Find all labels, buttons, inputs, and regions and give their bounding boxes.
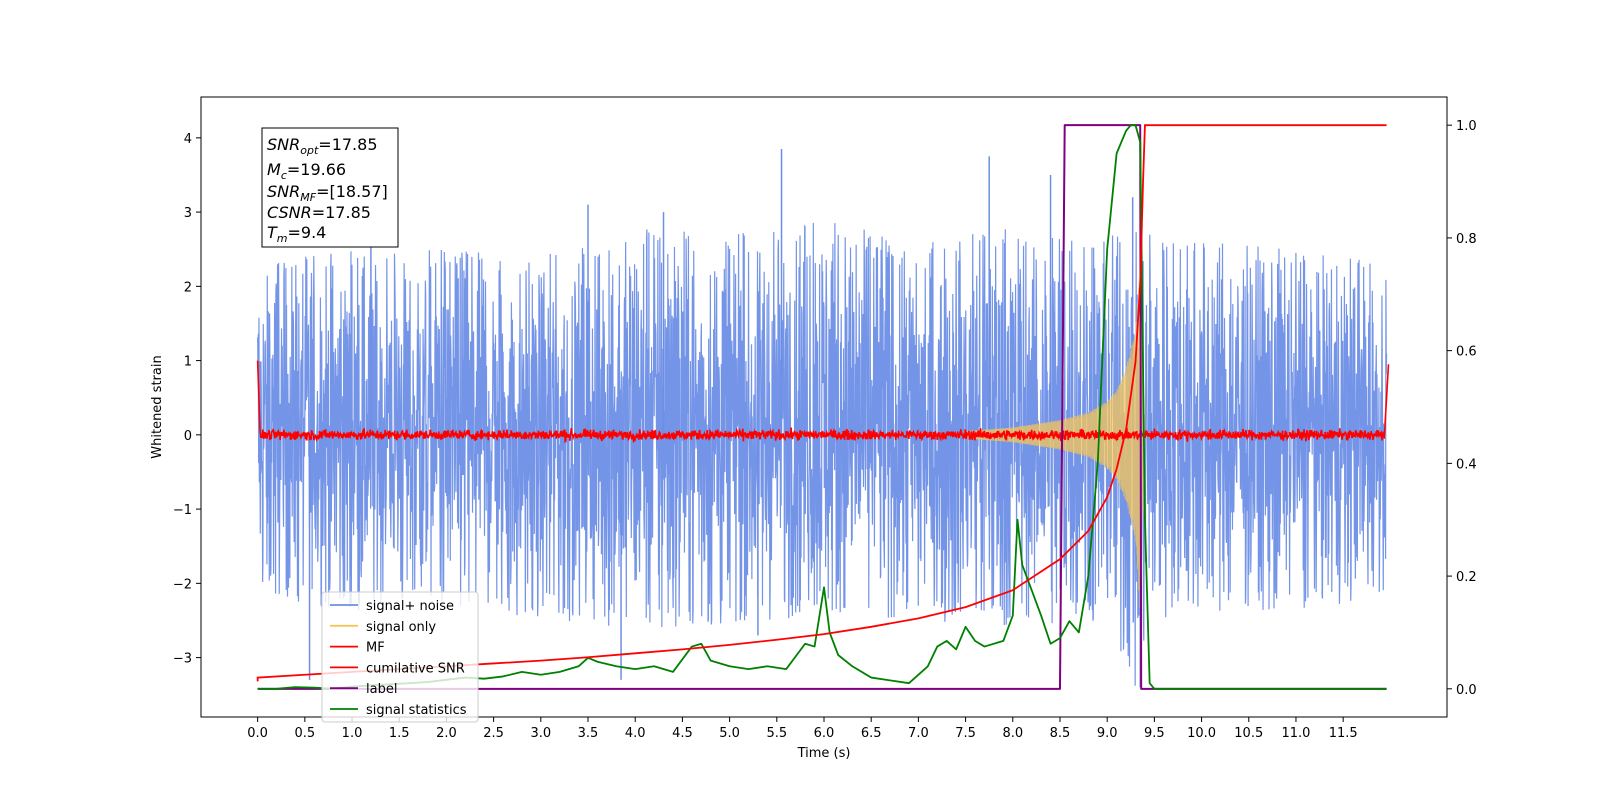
y-tick-label: 2 bbox=[184, 280, 192, 295]
legend-label: cumilative SNR bbox=[366, 661, 465, 676]
legend-label: signal+ noise bbox=[366, 599, 454, 614]
x-tick-label: 4.5 bbox=[672, 726, 693, 741]
y-tick-label: −2 bbox=[173, 577, 192, 592]
y-tick-label: −3 bbox=[173, 652, 192, 667]
x-tick-label: 9.0 bbox=[1097, 726, 1118, 741]
x-tick-label: 7.0 bbox=[908, 726, 929, 741]
y2-tick-label: 0.4 bbox=[1456, 457, 1477, 472]
y2-tick-label: 1.0 bbox=[1456, 119, 1477, 134]
series-signal-noise-line bbox=[257, 222, 1388, 686]
annotation-csnr: CSNR=17.85 bbox=[267, 203, 371, 222]
x-tick-label: 10.5 bbox=[1234, 726, 1263, 741]
x-tick-label: 11.0 bbox=[1281, 726, 1310, 741]
legend-box bbox=[321, 591, 479, 723]
x-tick-label: 5.0 bbox=[719, 726, 740, 741]
series-label-line bbox=[257, 124, 1387, 690]
y-tick-label: 3 bbox=[184, 206, 192, 221]
legend-label: MF bbox=[366, 641, 385, 656]
x-tick-label: 1.5 bbox=[389, 726, 410, 741]
y2-tick-label: 0.6 bbox=[1456, 345, 1477, 360]
x-tick-label: 4.0 bbox=[625, 726, 646, 741]
y-axis-right: 0.0 0.2 0.4 0.6 0.8 1.0 bbox=[1447, 119, 1477, 698]
y-tick-label: 4 bbox=[184, 132, 192, 147]
x-axis: 0.0 0.5 1.0 1.5 2.0 2.5 3.0 3.5 4.0 4.5 5.0 5.5 6.0 6… bbox=[247, 717, 1358, 741]
series-mf-line bbox=[256, 360, 1390, 444]
x-tick-label: 2.5 bbox=[483, 726, 504, 741]
x-tick-label: 8.5 bbox=[1050, 726, 1071, 741]
annotation-snr-mf: SNRMF=[18.57] bbox=[267, 182, 388, 204]
annotation-snr-opt: SNRopt=17.85 bbox=[267, 135, 378, 157]
legend-label: label bbox=[366, 682, 397, 697]
y-tick-label: −1 bbox=[173, 503, 192, 518]
x-tick-label: 10.0 bbox=[1187, 726, 1216, 741]
x-tick-label: 0.5 bbox=[294, 726, 315, 741]
y-tick-label: 1 bbox=[184, 355, 192, 370]
stats-annotation: SNRopt=17.85 Mc=19.66 SNRMF=[18.57] CSNR… bbox=[261, 127, 399, 248]
y2-tick-label: 0.2 bbox=[1456, 570, 1477, 585]
x-tick-label: 9.5 bbox=[1144, 726, 1165, 741]
x-tick-label: 0.0 bbox=[247, 726, 268, 741]
x-tick-label: 3.0 bbox=[530, 726, 551, 741]
y-axis-label: Whitened strain bbox=[150, 355, 165, 458]
legend-label: signal only bbox=[366, 620, 436, 635]
annotation-tm: Tm=9.4 bbox=[267, 223, 326, 245]
y-axis-left: −3 −2 −1 0 1 2 3 4 bbox=[173, 132, 201, 667]
legend: signal+ noise signal only MF cumilative SNR… bbox=[321, 591, 479, 723]
annotation-box bbox=[261, 127, 399, 248]
x-tick-label: 11.5 bbox=[1329, 726, 1358, 741]
x-tick-label: 5.5 bbox=[766, 726, 787, 741]
x-tick-label: 3.5 bbox=[578, 726, 599, 741]
x-tick-label: 8.0 bbox=[1002, 726, 1023, 741]
x-tick-label: 6.0 bbox=[814, 726, 835, 741]
series-signal-only-line bbox=[965, 258, 1146, 608]
annotation-mc: Mc=19.66 bbox=[267, 160, 346, 182]
x-tick-label: 7.5 bbox=[955, 726, 976, 741]
legend-label: signal statistics bbox=[366, 703, 467, 718]
y-tick-label: 0 bbox=[184, 429, 192, 444]
y2-tick-label: 0.0 bbox=[1456, 683, 1477, 698]
y2-tick-label: 0.8 bbox=[1456, 232, 1477, 247]
x-tick-label: 6.5 bbox=[861, 726, 882, 741]
x-tick-label: 1.0 bbox=[342, 726, 363, 741]
x-tick-label: 2.0 bbox=[436, 726, 457, 741]
x-axis-label: Time (s) bbox=[797, 746, 851, 761]
